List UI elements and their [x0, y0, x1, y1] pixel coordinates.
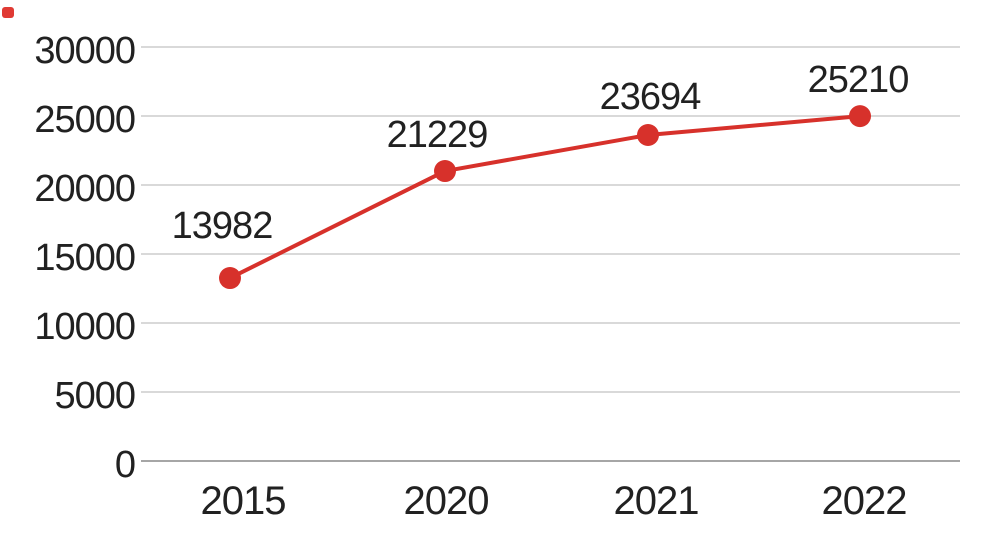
data-value-label: 21229: [387, 114, 488, 156]
data-value-labels-group: 13982 21229 23694 25210: [172, 59, 910, 247]
y-axis-tick-label: 30000: [34, 30, 135, 72]
y-axis-tick-label: 20000: [34, 168, 135, 210]
y-axis-tick-labels-group: 30000 25000 20000 15000 10000 5000 0: [34, 30, 136, 486]
data-value-label: 25210: [808, 59, 909, 101]
data-value-label: 13982: [172, 205, 273, 247]
x-axis-tick-labels-group: 2015 2020 2021 2022: [201, 479, 908, 523]
data-point-marker: [434, 160, 456, 183]
data-point-marker: [637, 124, 659, 147]
series-line-group: [228, 114, 862, 281]
data-point-marker: [849, 105, 871, 128]
y-axis-tick-label: 15000: [34, 237, 135, 279]
corner-accent-mark: [2, 7, 14, 18]
y-axis-tick-label: 5000: [54, 375, 135, 417]
gridlines-group: [141, 46, 960, 462]
data-point-marker: [219, 267, 241, 290]
y-axis-tick-label: 0: [115, 444, 135, 486]
y-axis-tick-label: 10000: [34, 306, 135, 348]
y-axis-tick-label: 25000: [34, 99, 135, 141]
data-point-markers-group: [219, 105, 871, 290]
x-axis-tick-label: 2021: [614, 479, 699, 523]
x-axis-tick-label: 2022: [822, 479, 907, 523]
x-axis-tick-label: 2015: [201, 479, 286, 523]
data-value-label: 23694: [600, 76, 702, 118]
series-line: [228, 114, 862, 281]
x-axis-tick-label: 2020: [404, 479, 489, 523]
